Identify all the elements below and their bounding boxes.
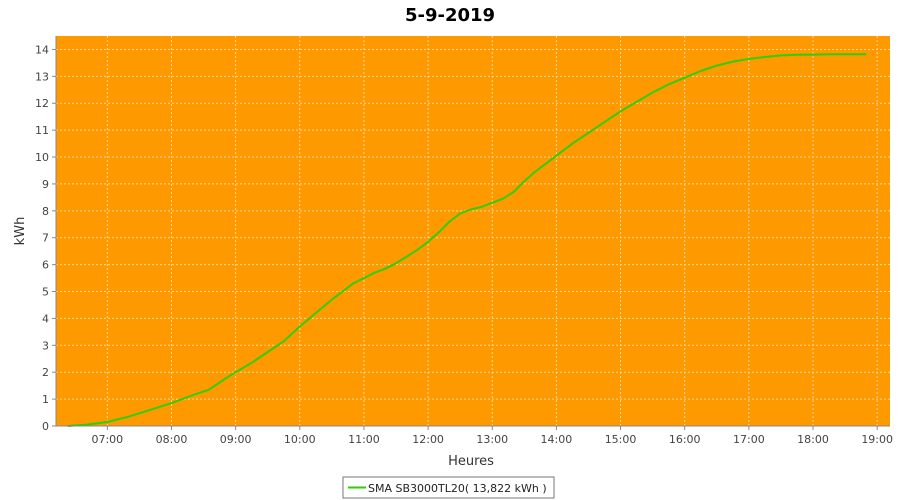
x-tick-label: 09:00	[220, 433, 252, 446]
y-tick-label: 4	[42, 312, 49, 325]
plot-area	[56, 36, 890, 426]
y-tick-label: 12	[35, 97, 49, 110]
x-tick-label: 10:00	[284, 433, 316, 446]
y-axis-title: kWh	[13, 217, 28, 246]
x-tick-label: 13:00	[476, 433, 508, 446]
x-tick-label: 15:00	[605, 433, 637, 446]
legend[interactable]: SMA SB3000TL20( 13,822 kWh )	[342, 476, 555, 499]
y-tick-label: 6	[42, 259, 49, 272]
y-tick-label: 11	[35, 124, 49, 137]
y-tick-label: 0	[42, 420, 49, 433]
legend-box	[342, 476, 555, 499]
x-tick-label: 17:00	[733, 433, 765, 446]
y-tick-label: 10	[35, 151, 49, 164]
legend-label: SMA SB3000TL20( 13,822 kWh )	[368, 482, 547, 495]
series-line-0	[67, 53, 867, 427]
y-tick-label: 3	[42, 339, 49, 352]
y-tick-label: 5	[42, 286, 49, 299]
y-tick-label: 13	[35, 70, 49, 83]
x-tick-label: 08:00	[156, 433, 188, 446]
y-tick-label: 14	[35, 43, 49, 56]
x-tick-label: 14:00	[541, 433, 573, 446]
y-tick-label: 7	[42, 232, 49, 245]
y-tick-label: 2	[42, 366, 49, 379]
gridlines	[56, 36, 890, 426]
x-tick-label: 12:00	[412, 433, 444, 446]
series-layer	[67, 53, 867, 427]
x-tick-label: 18:00	[797, 433, 829, 446]
x-tick-label: 11:00	[348, 433, 380, 446]
chart-title: 5-9-2019	[405, 5, 495, 26]
x-tick-label: 19:00	[861, 433, 893, 446]
x-tick-label: 16:00	[669, 433, 701, 446]
y-tick-label: 8	[42, 205, 49, 218]
y-tick-label: 1	[42, 393, 49, 406]
x-axis-title: Heures	[448, 454, 494, 469]
x-tick-label: 07:00	[91, 433, 123, 446]
y-tick-label: 9	[42, 178, 49, 191]
